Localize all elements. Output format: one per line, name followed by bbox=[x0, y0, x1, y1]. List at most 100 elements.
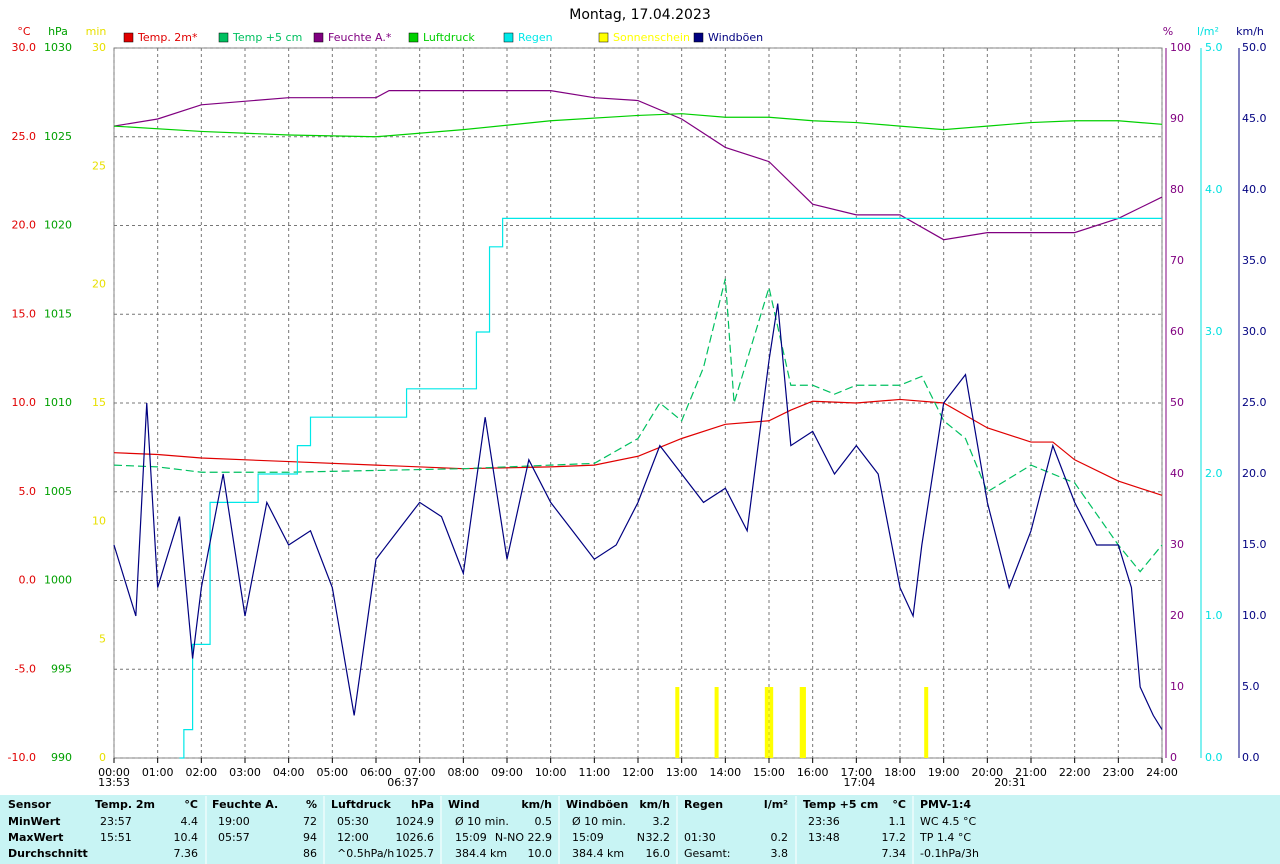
x-tick-label: 14:00 bbox=[709, 766, 741, 779]
table-row-label: MaxWert bbox=[8, 831, 63, 844]
y-tick-label: 1020 bbox=[44, 219, 72, 232]
y-tick-label: 35.0 bbox=[1242, 254, 1267, 267]
y-tick-label: 90 bbox=[1170, 112, 1184, 125]
annotation: 13:53 bbox=[98, 776, 130, 789]
table-cell: TP 1.4 °C bbox=[919, 831, 971, 844]
x-tick-label: 20:00 bbox=[971, 766, 1003, 779]
y-tick-label: 1000 bbox=[44, 574, 72, 587]
y-tick-label: 10 bbox=[1170, 680, 1184, 693]
x-tick-label: 11:00 bbox=[578, 766, 610, 779]
table-cell: 15:09 bbox=[572, 831, 604, 844]
table-cell: 10.4 bbox=[174, 831, 199, 844]
x-tick-label: 10:00 bbox=[535, 766, 567, 779]
table-header: Regen bbox=[684, 798, 723, 811]
y-tick-label: 5 bbox=[99, 633, 106, 646]
legend-swatch bbox=[598, 32, 609, 43]
table-header: l/m² bbox=[764, 798, 788, 811]
y-tick-label: 0 bbox=[99, 751, 106, 764]
table-header: hPa bbox=[411, 798, 434, 811]
legend-label: Regen bbox=[518, 31, 553, 44]
y-tick-label: 2.0 bbox=[1205, 467, 1223, 480]
x-tick-label: 09:00 bbox=[491, 766, 523, 779]
table-cell: 1024.9 bbox=[396, 815, 435, 828]
table-header: Wind bbox=[448, 798, 480, 811]
y-tick-label: 45.0 bbox=[1242, 112, 1267, 125]
x-tick-label: 08:00 bbox=[447, 766, 479, 779]
table-cell: 19:00 bbox=[218, 815, 250, 828]
legend-swatch bbox=[218, 32, 229, 43]
table-cell: 72 bbox=[303, 815, 317, 828]
legend-swatch bbox=[408, 32, 419, 43]
y-tick-label: 10 bbox=[92, 514, 106, 527]
legend-label: Feuchte A.* bbox=[328, 31, 392, 44]
x-tick-label: 21:00 bbox=[1015, 766, 1047, 779]
x-tick-label: 23:00 bbox=[1102, 766, 1134, 779]
table-row-label: MinWert bbox=[8, 815, 60, 828]
x-tick-label: 01:00 bbox=[142, 766, 174, 779]
y-tick-label: 1010 bbox=[44, 396, 72, 409]
y-tick-label: 15.0 bbox=[12, 307, 37, 320]
y-tick-label: 50.0 bbox=[1242, 41, 1267, 54]
y-tick-label: 20 bbox=[1170, 609, 1184, 622]
table-cell: 23:57 bbox=[100, 815, 132, 828]
y-tick-label: 10.0 bbox=[12, 396, 37, 409]
series-line bbox=[113, 303, 1163, 730]
x-tick-label: 05:00 bbox=[316, 766, 348, 779]
table-cell: Ø 10 min. bbox=[572, 815, 626, 828]
annotation: 06:37 bbox=[387, 776, 419, 789]
table-cell: 86 bbox=[303, 847, 317, 860]
series-line bbox=[113, 90, 1163, 241]
y-tick-label: 25.0 bbox=[12, 130, 37, 143]
legend-label: Sonnenschein bbox=[613, 31, 690, 44]
y-tick-label: 60 bbox=[1170, 325, 1184, 338]
table-cell: 7.36 bbox=[174, 847, 199, 860]
y-tick-label: 80 bbox=[1170, 183, 1184, 196]
y-tick-label: 25.0 bbox=[1242, 396, 1267, 409]
legend-label: Luftdruck bbox=[423, 31, 475, 44]
x-tick-label: 17:00 bbox=[840, 766, 872, 779]
table-cell: N-NO bbox=[495, 831, 524, 844]
series-line bbox=[113, 278, 1163, 573]
table-header: Windböen bbox=[566, 798, 628, 811]
y-tick-label: 995 bbox=[51, 662, 72, 675]
legend-label: Temp +5 cm bbox=[232, 31, 302, 44]
table-cell: 17.2 bbox=[882, 831, 907, 844]
y-tick-label: 0.0 bbox=[1205, 751, 1223, 764]
chart-title: Montag, 17.04.2023 bbox=[569, 7, 711, 23]
table-cell: 05:57 bbox=[218, 831, 250, 844]
x-tick-label: 02:00 bbox=[185, 766, 217, 779]
table-header: km/h bbox=[521, 798, 552, 811]
axis-unit: hPa bbox=[48, 25, 68, 38]
table-header: km/h bbox=[639, 798, 670, 811]
y-tick-label: 1030 bbox=[44, 41, 72, 54]
y-tick-label: 30.0 bbox=[12, 41, 37, 54]
sunshine-bar bbox=[714, 687, 719, 758]
y-tick-label: 1005 bbox=[44, 485, 72, 498]
legend-swatch bbox=[313, 32, 324, 43]
y-tick-label: 5.0 bbox=[19, 485, 37, 498]
x-tick-label: 12:00 bbox=[622, 766, 654, 779]
x-tick-label: 22:00 bbox=[1059, 766, 1091, 779]
y-tick-label: 30 bbox=[92, 41, 106, 54]
table-cell: 384.4 km bbox=[572, 847, 624, 860]
table-header: Temp +5 cm bbox=[803, 798, 878, 811]
x-tick-label: 15:00 bbox=[753, 766, 785, 779]
y-tick-label: 100 bbox=[1170, 41, 1191, 54]
table-cell: 1.1 bbox=[889, 815, 907, 828]
table-header: °C bbox=[184, 798, 198, 811]
y-tick-label: 0.0 bbox=[19, 574, 37, 587]
y-tick-label: 1.0 bbox=[1205, 609, 1223, 622]
sunshine-bar bbox=[801, 687, 806, 758]
y-tick-label: -10.0 bbox=[8, 751, 36, 764]
table-cell: 3.8 bbox=[771, 847, 789, 860]
axis-unit: °C bbox=[17, 25, 31, 38]
table-cell: 05:30 bbox=[337, 815, 369, 828]
sunshine-bar bbox=[924, 687, 929, 758]
legend-swatch bbox=[503, 32, 514, 43]
table-cell: 23:36 bbox=[808, 815, 840, 828]
table-cell: 15:09 bbox=[455, 831, 487, 844]
x-tick-label: 13:00 bbox=[666, 766, 698, 779]
x-tick-label: 24:00 bbox=[1146, 766, 1178, 779]
